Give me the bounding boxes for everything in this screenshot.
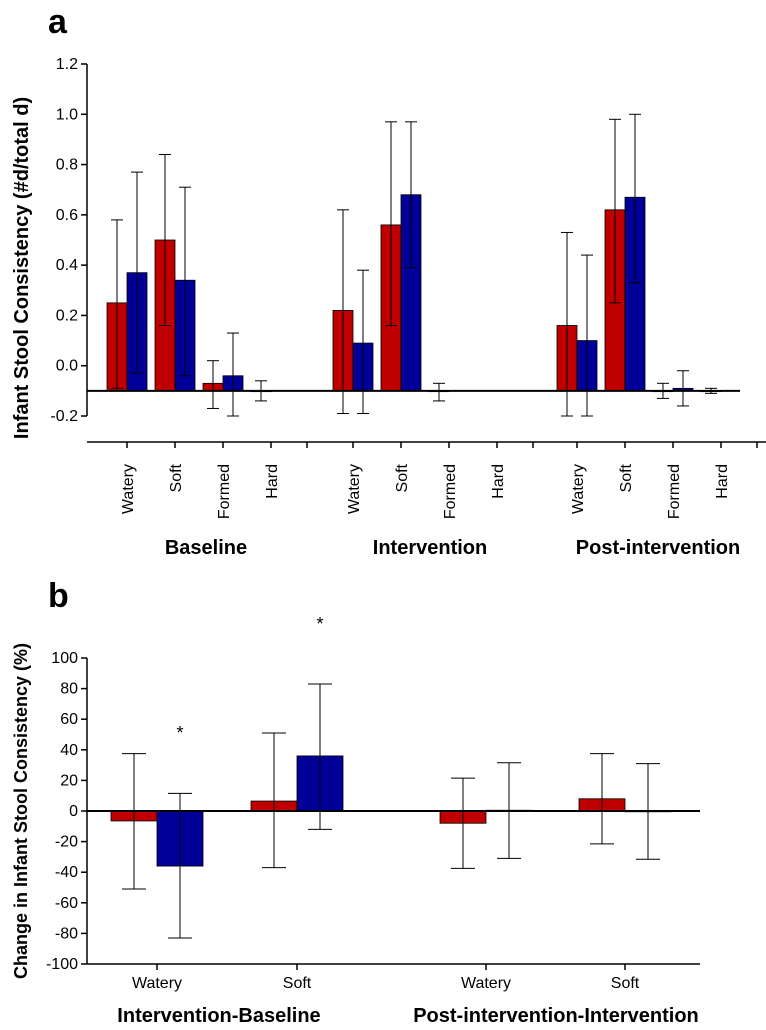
y-tick-label-b: 20 — [60, 772, 78, 789]
y-tick-label-a: -0.2 — [50, 408, 78, 425]
group-label-a: Baseline — [165, 537, 247, 559]
category-label-a: Soft — [618, 463, 635, 492]
category-label-b: Watery — [461, 975, 511, 992]
y-tick-label-b: 60 — [60, 711, 78, 728]
significance-marker: * — [316, 614, 323, 634]
y-tick-label-a: 0.4 — [56, 257, 78, 274]
y-tick-label-a: 0.6 — [56, 207, 78, 224]
y-tick-label-b: 0 — [69, 803, 78, 820]
group-label-a: Post-intervention — [576, 537, 740, 559]
y-tick-label-b: -80 — [55, 925, 78, 942]
group-label-b: Post-intervention-Intervention — [413, 1005, 699, 1027]
panel-a-letter: a — [48, 3, 68, 41]
panel-a-chart: -0.2 0.0 0.2 0.4 0.6 0.8 1.0 1.2 Infant Stool Co… — [11, 56, 766, 559]
category-label-a: Soft — [168, 463, 185, 492]
category-label-a: Formed — [666, 464, 683, 519]
category-label-b: Watery — [132, 975, 182, 992]
category-label-b: Soft — [283, 975, 312, 992]
y-tick-label-b: -20 — [55, 834, 78, 851]
panel-b-chart: -100 -80 -60 -40 -20 0 20 40 60 80 100 Change in In… — [11, 614, 700, 1027]
y-tick-label-b: -40 — [55, 864, 78, 881]
y-tick-label-a: 0.8 — [56, 157, 78, 174]
y-tick-label-b: -100 — [46, 956, 78, 973]
category-label-a: Watery — [346, 464, 363, 514]
category-label-b: Soft — [611, 975, 640, 992]
y-tick-label-b: -60 — [55, 895, 78, 912]
group-label-a: Intervention — [373, 537, 487, 559]
y-tick-label-a: 1.0 — [56, 106, 78, 123]
category-label-a: Watery — [570, 464, 587, 514]
category-label-a: Formed — [442, 464, 459, 519]
y-tick-label-a: 0.2 — [56, 307, 78, 324]
y-tick-label-b: 80 — [60, 681, 78, 698]
group-label-b: Intervention-Baseline — [117, 1005, 320, 1027]
category-label-a: Hard — [714, 464, 731, 499]
y-tick-label-a: 0.0 — [56, 358, 78, 375]
y-axis-title-b: Change in Infant Stool Consistency (%) — [11, 643, 31, 979]
category-label-a: Watery — [120, 464, 137, 514]
y-tick-label-b: 40 — [60, 742, 78, 759]
significance-marker: * — [176, 723, 183, 743]
y-axis-title-a: Infant Stool Consistency (#d/total d) — [11, 97, 33, 439]
panel-b-letter: b — [48, 577, 69, 615]
y-tick-label-a: 1.2 — [56, 56, 78, 73]
category-label-a: Formed — [216, 464, 233, 519]
category-label-a: Hard — [264, 464, 281, 499]
category-label-a: Soft — [394, 463, 411, 492]
category-label-a: Hard — [490, 464, 507, 499]
y-tick-label-b: 100 — [51, 650, 78, 667]
